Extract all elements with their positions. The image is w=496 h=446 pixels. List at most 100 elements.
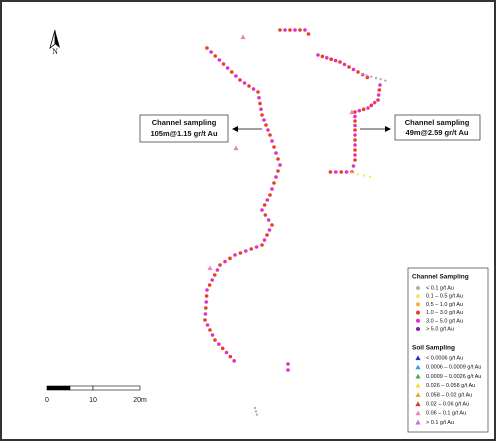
- channel-sample: [344, 170, 349, 174]
- channel-sample: [218, 263, 222, 267]
- legend-symbol: [415, 401, 421, 407]
- channel-sample: [228, 256, 232, 261]
- channel-sample: [204, 294, 209, 298]
- channel-sample: [259, 107, 263, 112]
- legend-symbol: [415, 410, 421, 416]
- channel-sample: [353, 148, 357, 152]
- legend-title: Channel Sampling: [412, 274, 469, 281]
- channel-sample: [293, 28, 297, 32]
- legend-symbol: [415, 355, 421, 361]
- channel-sample: [288, 28, 292, 32]
- legend-label: 1.0 – 3.0 g/t Au: [426, 310, 463, 316]
- channel-sample: [233, 253, 237, 257]
- channel-sample: [260, 243, 264, 247]
- channel-sample: [360, 72, 364, 76]
- channel-sample: [274, 151, 278, 155]
- legend-label: 0.1 – 0.5 g/t Au: [426, 294, 463, 300]
- legend-label: 0.02 – 0.06 g/t Au: [426, 401, 469, 407]
- channel-sample: [338, 60, 342, 64]
- channel-sample: [220, 346, 225, 351]
- channel-sample: [274, 175, 278, 179]
- legend-label: < 0.0006 g/t Au: [426, 355, 463, 361]
- channel-sample: [213, 338, 217, 342]
- channel-sample: [215, 268, 220, 272]
- channel-sample: [276, 157, 280, 161]
- channel-sample: [353, 123, 357, 128]
- legend-symbol: [415, 364, 421, 370]
- channel-sample: [203, 318, 207, 322]
- channel-sample: [278, 163, 282, 167]
- channel-sample: [351, 164, 356, 168]
- channel-sample: [377, 88, 382, 92]
- channel-sample: [238, 251, 243, 255]
- channel-sample: [272, 145, 276, 149]
- legend-symbol: [415, 373, 421, 379]
- scale-label: 20m: [133, 397, 147, 404]
- channel-sample: [238, 78, 242, 82]
- channel-sample: [255, 413, 259, 416]
- callout-left: Channel sampling 105m@1.15 gr/t Au: [139, 114, 262, 143]
- channel-sample: [350, 171, 354, 175]
- channel-sample: [356, 173, 360, 176]
- channel-sample: [244, 249, 248, 253]
- channel-sample: [254, 245, 259, 249]
- channel-sample: [251, 87, 256, 91]
- soil-sample: [240, 34, 246, 40]
- channel-sample: [267, 228, 272, 232]
- channel-sample: [232, 359, 236, 363]
- channel-sample: [264, 123, 268, 127]
- scale-bar: 0 10 20m: [45, 385, 147, 404]
- callout-text: 49m@2.59 gr/t Au: [406, 128, 469, 137]
- channel-sample: [270, 139, 274, 143]
- channel-sample: [268, 193, 272, 197]
- channel-sample: [265, 233, 269, 237]
- soil-sample: [207, 265, 213, 271]
- channel-sample: [204, 300, 208, 304]
- callout-title: Channel sampling: [152, 118, 217, 127]
- channel-sample: [278, 28, 282, 32]
- channel-sample: [213, 54, 218, 58]
- channel-sample: [205, 288, 209, 292]
- channel-sample: [225, 66, 230, 70]
- channel-sample: [303, 28, 307, 32]
- channel-sample: [221, 62, 226, 66]
- channel-sample: [254, 410, 258, 413]
- channel-sample: [353, 153, 357, 157]
- legend-symbol: [416, 327, 420, 331]
- soil-sample: [349, 109, 355, 115]
- channel-sample: [247, 84, 251, 88]
- channel-sample: [372, 100, 377, 105]
- legend-label: > 5.0 g/t Au: [426, 326, 454, 332]
- channel-sample: [361, 107, 366, 112]
- channel-sample: [353, 133, 357, 137]
- north-arrow: N: [49, 29, 60, 56]
- channel-sample: [353, 143, 357, 147]
- channel-sample: [365, 74, 368, 77]
- channel-sample: [272, 181, 276, 185]
- channel-sample: [353, 110, 357, 114]
- channel-sample: [208, 328, 212, 332]
- channel-sample: [266, 218, 271, 222]
- channel-sample: [260, 208, 264, 212]
- scale-label: 10: [89, 397, 97, 404]
- channel-sample: [253, 406, 257, 410]
- north-label: N: [52, 47, 58, 56]
- legend-symbol: [415, 383, 421, 388]
- channel-sample: [366, 106, 370, 110]
- channel-sample: [224, 350, 229, 355]
- channel-sample: [268, 133, 272, 137]
- channel-sample: [328, 170, 333, 174]
- legend-label: 0.06 – 0.1 g/t Au: [426, 411, 466, 417]
- channel-sample: [204, 306, 208, 310]
- channel-sample: [207, 283, 212, 287]
- soil-sample: [233, 145, 239, 151]
- legend-symbol: [416, 318, 420, 323]
- channel-sample: [217, 58, 222, 62]
- legend-label: 0.5 – 1.0 g/t Au: [426, 302, 463, 308]
- legend-symbol: [416, 286, 420, 290]
- channel-sample: [257, 95, 261, 100]
- channel-sample: [260, 113, 264, 117]
- legend: Channel Sampling < 0.1 g/t Au 0.1 – 0.5 g/…: [407, 267, 489, 433]
- channel-sample: [325, 56, 329, 60]
